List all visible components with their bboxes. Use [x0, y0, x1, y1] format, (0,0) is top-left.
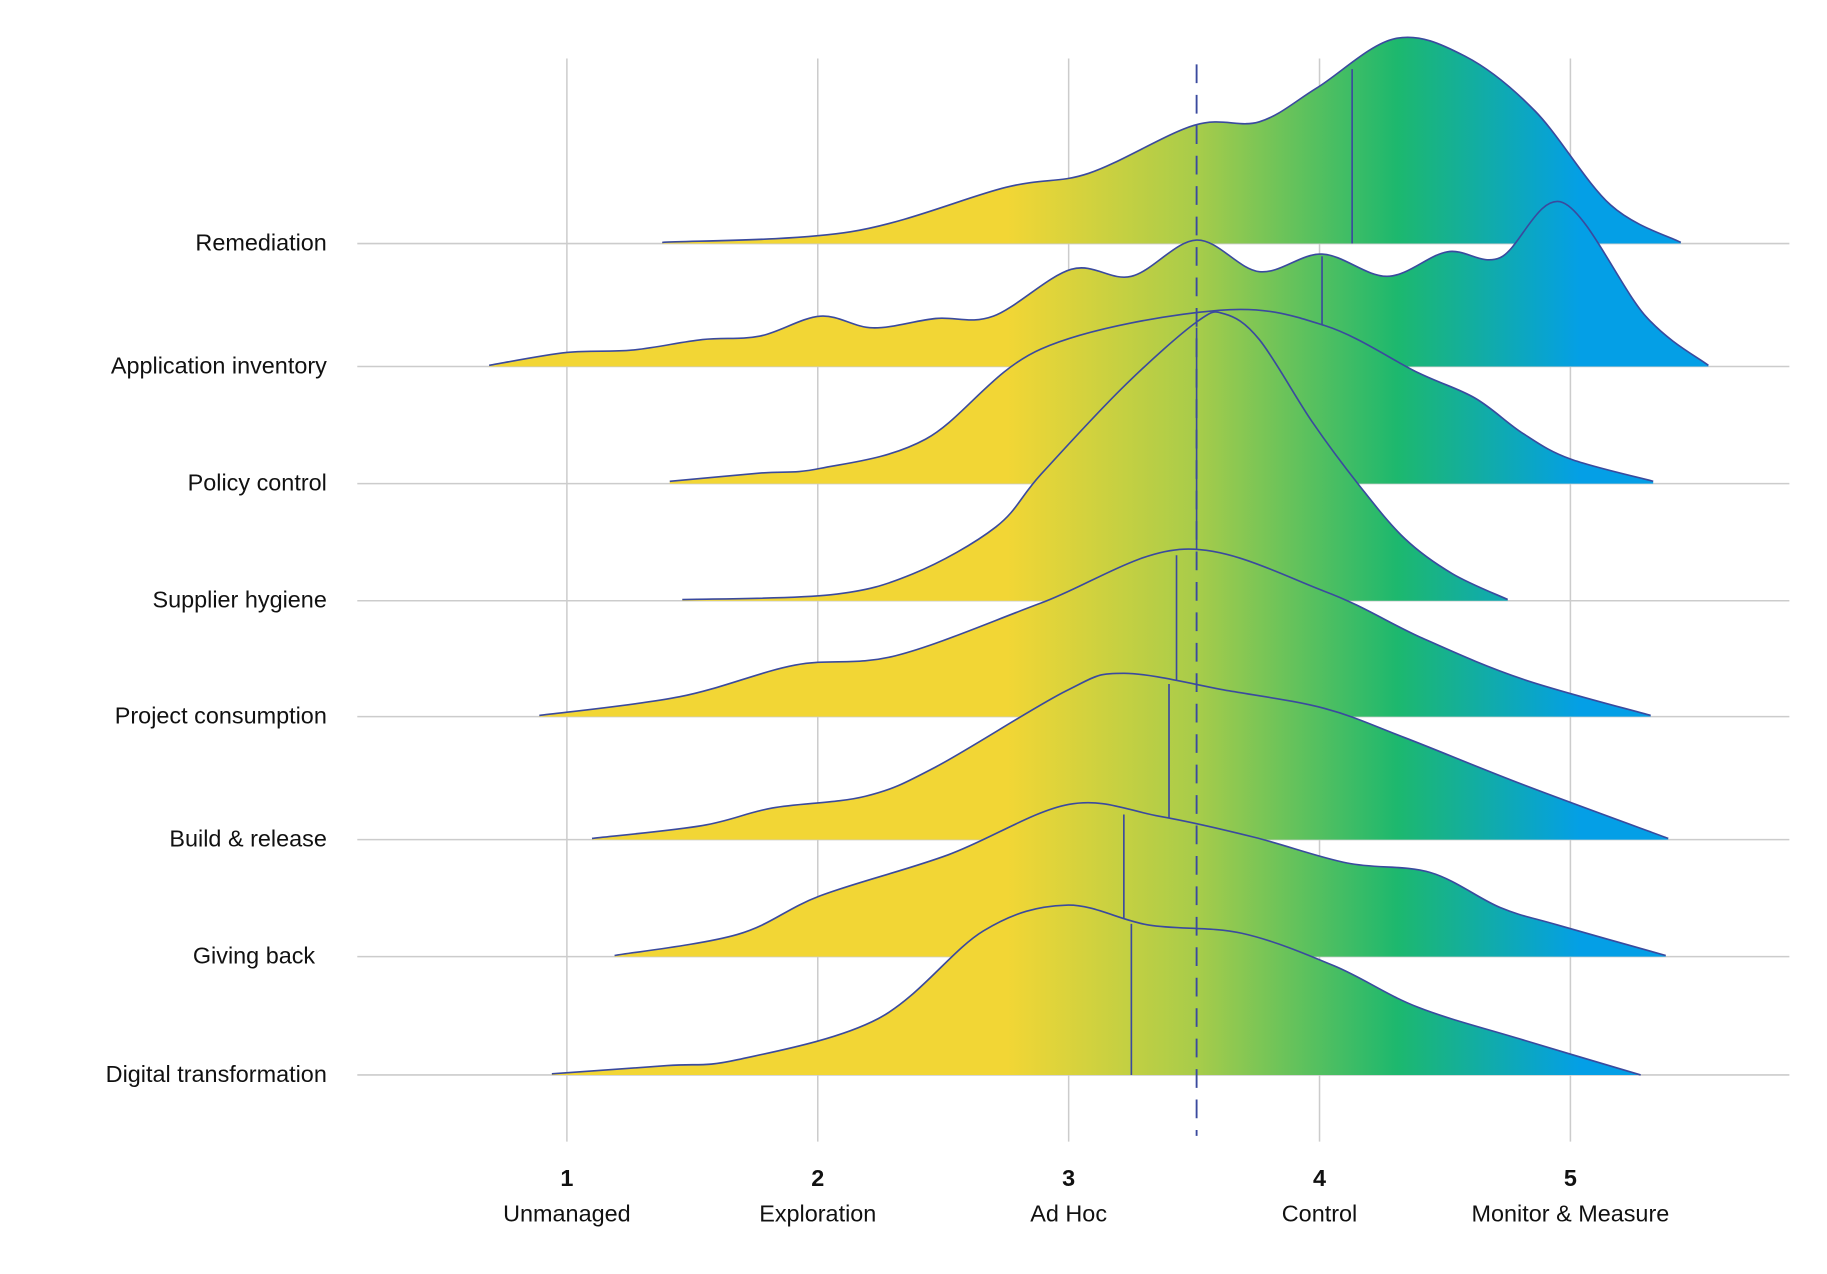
ridge-fill: [551, 905, 1641, 1075]
x-tick-sublabel: Unmanaged: [503, 1200, 631, 1226]
ridge-fill: [489, 201, 1709, 367]
x-tick-label: 2: [811, 1165, 824, 1191]
ridge-fill: [682, 311, 1508, 601]
row-label: Build & release: [169, 826, 326, 852]
x-tick-label: 1: [560, 1165, 573, 1191]
row-label: Policy control: [188, 470, 327, 496]
x-tick-sublabel: Control: [1282, 1200, 1357, 1226]
x-tick-label: 3: [1062, 1165, 1075, 1191]
row-label: Project consumption: [115, 703, 327, 729]
row-label: Remediation: [195, 230, 326, 256]
x-tick-label: 5: [1564, 1165, 1577, 1191]
x-axis-ticks: 1 Unmanaged 2 Exploration 3 Ad Hoc 4 Control 5 Mo…: [503, 1165, 1669, 1226]
ridges: [357, 36, 1790, 1076]
ridge-outline: [539, 548, 1651, 717]
x-tick-sublabel: Monitor & Measure: [1472, 1200, 1670, 1226]
ridge-fill: [539, 549, 1651, 717]
ridge-fill: [614, 802, 1666, 957]
x-tick-sublabel: Ad Hoc: [1030, 1200, 1107, 1226]
ridge-outline: [662, 36, 1682, 244]
ridge-outline: [551, 904, 1641, 1076]
ridge-outline: [591, 672, 1669, 840]
row-label: Digital transformation: [106, 1061, 327, 1087]
ridge-outline: [488, 200, 1709, 367]
row-labels: Remediation Application inventory Policy c…: [106, 230, 327, 1087]
ridge-outline: [614, 801, 1666, 957]
ridge-outline: [669, 308, 1654, 483]
row-label: Application inventory: [111, 353, 327, 379]
ridge-row: [357, 904, 1790, 1076]
x-tick-label: 4: [1313, 1165, 1326, 1191]
ridge-fill: [662, 37, 1681, 244]
row-label: Supplier hygiene: [152, 587, 326, 613]
x-tick-sublabel: Exploration: [759, 1200, 876, 1226]
ridge-row: [357, 200, 1790, 368]
row-label: Giving back: [193, 943, 316, 969]
